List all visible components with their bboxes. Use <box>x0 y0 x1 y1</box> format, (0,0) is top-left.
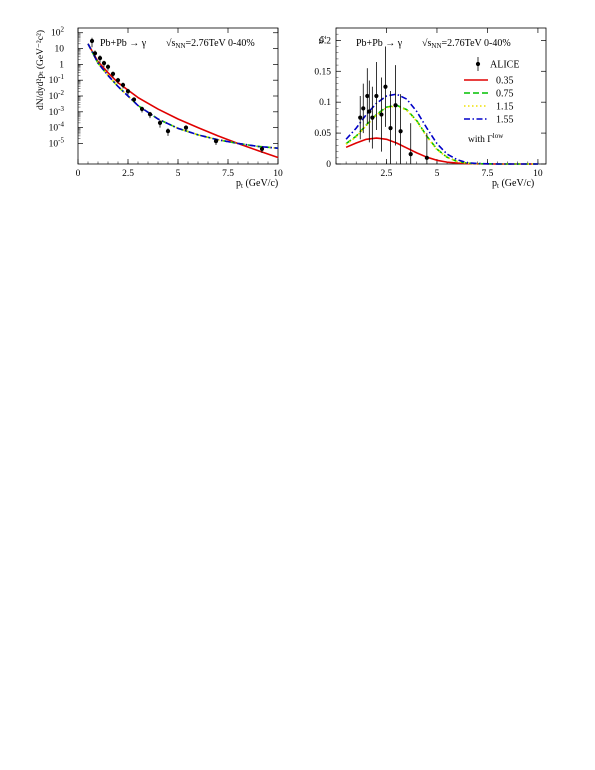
legend-alice-marker <box>475 61 481 67</box>
legend-label: 1.55 <box>496 115 514 126</box>
v2-title-left: Pb+Pb → γ <box>356 38 403 49</box>
spectrum-x-tick-labels: 0 2.5 5 7.5 10 <box>76 169 283 179</box>
data-point <box>370 115 375 120</box>
y-tick-label: 0.1 <box>319 98 331 108</box>
spectrum-data-points <box>89 37 265 153</box>
series-line-0.35 <box>87 43 279 159</box>
legend-label: 0.75 <box>496 89 514 100</box>
legend-label: 1.15 <box>496 102 514 113</box>
x-tick-label: 2.5 <box>122 169 134 179</box>
v2-title-right: √sNN=2.76TeV 0-40% <box>422 38 511 50</box>
y-tick-label: 102 <box>51 26 65 39</box>
x-tick-label: 5 <box>435 169 440 179</box>
y-tick-label: 10-2 <box>49 89 65 102</box>
y-tick-label: 0.15 <box>314 67 331 77</box>
data-point <box>101 61 107 66</box>
data-point <box>259 146 265 152</box>
data-point <box>424 155 429 160</box>
series-line-0.75 <box>87 43 279 149</box>
data-point <box>374 93 379 99</box>
y-tick-label: 0.2 <box>319 36 331 46</box>
data-point <box>110 71 116 76</box>
data-point <box>165 129 171 134</box>
series-line-1.15 <box>87 43 279 149</box>
data-point <box>147 112 153 117</box>
legend-label: 0.35 <box>496 76 514 87</box>
series-line-1.55 <box>345 93 538 165</box>
spectrum-y-axis-label: dN/dyd²pₜ (GeV⁻²c²) <box>35 30 46 110</box>
data-point <box>131 97 137 102</box>
x-tick-label: 10 <box>273 169 283 179</box>
spectrum-x-axis-label: pt (GeV/c) <box>236 178 278 190</box>
data-point <box>379 112 384 117</box>
y-tick-label: 10 <box>55 45 65 55</box>
data-point <box>115 78 121 83</box>
data-point <box>408 152 413 157</box>
data-point <box>398 129 403 134</box>
data-point <box>361 106 366 111</box>
x-tick-label: 5 <box>176 169 181 179</box>
data-point <box>393 103 398 108</box>
legend-footer: with Γlow <box>468 132 504 145</box>
spectrum-title-left: Pb+Pb → γ <box>100 38 147 49</box>
data-point <box>157 120 163 125</box>
data-point <box>213 139 219 144</box>
spectrum-y-tick-labels: 102 10 1 10-1 10-2 10-3 10-4 10-5 <box>49 26 65 150</box>
data-point <box>125 89 131 94</box>
data-point <box>183 125 189 130</box>
y-tick-label: 0.05 <box>314 129 331 139</box>
series-line-0.35 <box>345 137 538 165</box>
data-point <box>139 106 145 112</box>
data-point <box>383 84 388 89</box>
v2-x-tick-labels: 2.5 5 7.5 10 <box>381 169 543 179</box>
y-tick-label: 10-3 <box>49 105 65 118</box>
x-tick-label: 10 <box>533 169 543 179</box>
data-point <box>120 82 126 88</box>
data-point <box>97 55 103 61</box>
spectrum-title-right: √sNN=2.76TeV 0-40% <box>166 38 255 50</box>
legend: ALICE 0.35 0.75 1.15 1.55 with Γlow <box>464 57 519 145</box>
x-tick-label: 0 <box>76 169 81 179</box>
y-tick-label: 10-1 <box>49 73 65 86</box>
y-tick-label: 1 <box>59 60 64 70</box>
v2-y-tick-labels: 0 0.05 0.1 0.15 0.2 <box>314 36 331 170</box>
data-point <box>105 64 111 69</box>
x-tick-label: 7.5 <box>222 169 234 179</box>
v2-x-axis-label: pt (GeV/c) <box>492 178 534 190</box>
v2-data-points <box>358 46 429 164</box>
data-point <box>367 109 372 114</box>
v2-y-axis-label: v2 <box>316 35 328 44</box>
spectrum-panel: 0 2.5 5 7.5 10 102 10 1 10-1 10-2 10-3 10-4 10-5 Pb… <box>35 26 283 190</box>
x-tick-label: 7.5 <box>482 169 494 179</box>
x-tick-label: 2.5 <box>381 169 393 179</box>
data-point <box>92 51 98 56</box>
v2-panel: 2.5 5 7.5 10 0 0.05 0.1 0.15 0.2 Pb+Pb → γ √sNN… <box>314 27 547 190</box>
data-point <box>388 126 393 131</box>
series-line-1.55 <box>87 43 279 149</box>
y-tick-label: 10-4 <box>49 121 65 134</box>
spectrum-ticks <box>77 28 279 164</box>
data-point <box>365 93 370 99</box>
data-point <box>358 115 363 120</box>
spectrum-curves <box>87 43 279 159</box>
data-point <box>89 38 95 44</box>
legend-alice-label: ALICE <box>490 60 519 71</box>
y-tick-label: 10-5 <box>49 136 65 149</box>
y-tick-label: 0 <box>326 160 331 170</box>
